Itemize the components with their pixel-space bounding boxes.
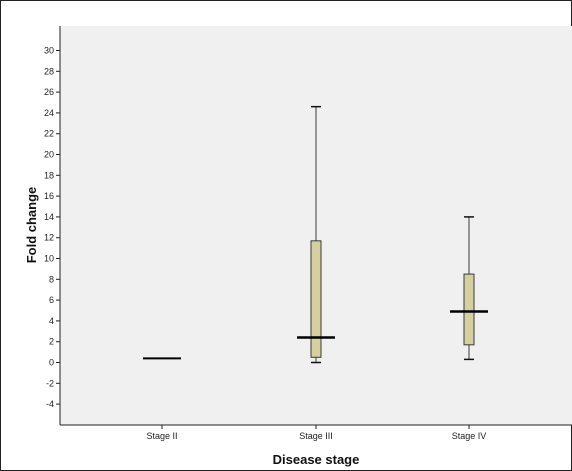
box-stage-iii xyxy=(297,105,335,364)
y-tick-label: 10 xyxy=(44,254,54,264)
y-tick-label: 12 xyxy=(44,233,54,243)
y-tick-label: 28 xyxy=(44,66,54,76)
box-series xyxy=(143,105,488,364)
y-axis-title: Fold change xyxy=(24,187,39,264)
y-tick-label: 16 xyxy=(44,191,54,201)
y-tick-label: 14 xyxy=(44,212,54,222)
y-tick-label: 4 xyxy=(49,316,54,326)
y-tick-label: 18 xyxy=(44,170,54,180)
y-tick-label: 24 xyxy=(44,108,54,118)
y-tick-label: -4 xyxy=(46,399,54,409)
y-tick-label: 26 xyxy=(44,87,54,97)
y-tick-label: 30 xyxy=(44,46,54,56)
x-axis: Stage II Stage III Stage IV xyxy=(60,424,572,441)
box-stage-iv xyxy=(450,216,488,361)
iqr-box xyxy=(310,240,322,358)
x-tick-label: Stage II xyxy=(146,431,177,441)
iqr-box xyxy=(463,273,475,346)
y-tick-label: 2 xyxy=(49,337,54,347)
x-axis-title: Disease stage xyxy=(273,452,360,467)
y-tick-label: 8 xyxy=(49,274,54,284)
y-tick-label: 22 xyxy=(44,129,54,139)
y-tick-label: 6 xyxy=(49,295,54,305)
y-tick-label: -2 xyxy=(46,378,54,388)
y-tick-label: 20 xyxy=(44,150,54,160)
x-tick-label: Stage III xyxy=(299,431,333,441)
y-tick-label: 0 xyxy=(49,358,54,368)
x-tick-label: Stage IV xyxy=(452,431,487,441)
